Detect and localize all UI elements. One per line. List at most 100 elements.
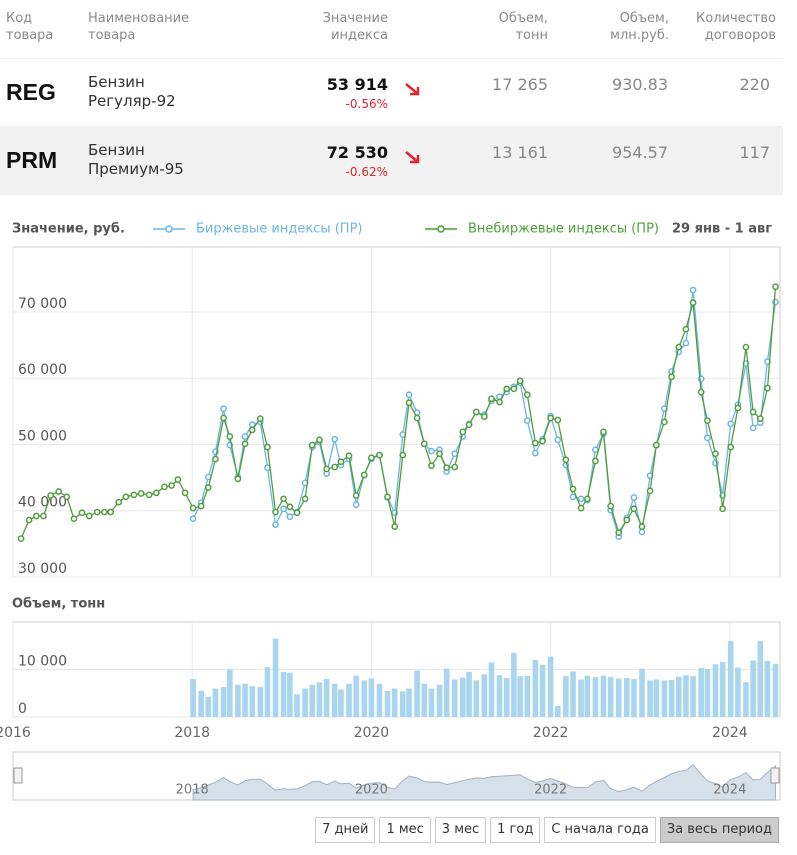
bar xyxy=(539,664,546,717)
point xyxy=(352,501,360,509)
point xyxy=(368,454,375,462)
bar xyxy=(294,694,300,717)
point xyxy=(55,488,63,495)
point xyxy=(47,492,54,499)
volume-tons: 17 265 xyxy=(492,75,548,94)
x-tick-label: 2022 xyxy=(533,725,569,741)
bar xyxy=(615,678,622,717)
range-button[interactable]: 1 год xyxy=(490,817,541,843)
bar xyxy=(338,689,344,717)
point xyxy=(85,512,93,520)
bar xyxy=(451,679,458,717)
navigator-handle[interactable] xyxy=(13,767,23,784)
point xyxy=(301,495,309,503)
navigator-handle[interactable] xyxy=(770,767,780,784)
index-value: 53 914 xyxy=(326,75,388,94)
bar xyxy=(473,680,480,717)
point xyxy=(584,495,591,503)
date-range: 29 янв - 1 авг xyxy=(672,222,772,237)
y-tick-label: 30 000 xyxy=(18,561,67,577)
bar xyxy=(554,706,561,717)
point xyxy=(280,505,287,513)
bar xyxy=(719,661,726,717)
point xyxy=(101,508,108,516)
point xyxy=(532,439,539,447)
range-button[interactable]: 1 мес xyxy=(379,817,431,843)
bar xyxy=(443,668,450,717)
point xyxy=(93,508,101,516)
range-button[interactable]: За весь период xyxy=(659,817,779,843)
range-button[interactable]: 3 мес xyxy=(434,817,487,843)
point xyxy=(234,475,242,483)
bar xyxy=(249,686,256,717)
bar xyxy=(653,679,660,717)
bar xyxy=(517,676,523,717)
point xyxy=(293,509,301,517)
bar xyxy=(750,660,756,717)
legend-marker xyxy=(437,225,445,233)
bar xyxy=(353,675,359,717)
point xyxy=(391,523,399,530)
navigator-label: 2018 xyxy=(176,783,209,798)
bar xyxy=(698,668,704,717)
point xyxy=(749,408,757,416)
point xyxy=(443,464,451,472)
chart-title: Значение, руб. xyxy=(12,222,125,237)
point xyxy=(17,535,25,542)
point xyxy=(510,385,518,393)
point xyxy=(115,498,123,506)
point xyxy=(459,428,467,436)
bar xyxy=(460,677,466,717)
point xyxy=(539,437,546,445)
header-cell: Код товара xyxy=(6,11,54,43)
point xyxy=(451,450,459,458)
point xyxy=(286,503,294,511)
point xyxy=(682,339,690,347)
y-tick-label: 0 xyxy=(18,701,27,717)
plot-frame xyxy=(12,246,781,578)
bar xyxy=(302,688,308,717)
bar xyxy=(212,688,219,717)
point xyxy=(554,436,562,444)
volume-rub: 930.83 xyxy=(612,75,668,94)
point xyxy=(399,451,407,459)
point xyxy=(532,449,539,457)
point xyxy=(742,343,750,351)
point xyxy=(436,450,443,458)
point xyxy=(323,465,330,473)
bar xyxy=(524,675,531,717)
point xyxy=(523,391,531,399)
point xyxy=(592,457,599,465)
bar xyxy=(683,675,689,717)
range-button[interactable]: С начала года xyxy=(544,817,656,843)
bar xyxy=(647,680,653,717)
bar xyxy=(570,671,576,717)
point xyxy=(569,493,577,501)
point xyxy=(523,417,531,424)
point xyxy=(286,513,294,521)
point xyxy=(689,299,697,307)
point xyxy=(122,493,130,501)
point xyxy=(638,528,646,536)
x-tick-label: 2020 xyxy=(354,725,390,741)
point xyxy=(630,505,638,513)
bar xyxy=(563,676,569,717)
bar xyxy=(496,675,503,717)
bar xyxy=(406,688,412,717)
point xyxy=(562,456,570,464)
point xyxy=(675,343,683,351)
point xyxy=(204,484,212,491)
point xyxy=(345,452,353,460)
point xyxy=(107,508,115,516)
bar xyxy=(280,671,287,717)
bar xyxy=(623,678,630,717)
point xyxy=(181,489,189,497)
legend-label: Внебиржевые индексы (ПР) xyxy=(468,222,659,237)
point xyxy=(384,493,391,501)
bar xyxy=(668,679,675,717)
point xyxy=(472,408,480,416)
bar xyxy=(584,675,591,717)
range-button[interactable]: 7 дней xyxy=(315,817,376,843)
